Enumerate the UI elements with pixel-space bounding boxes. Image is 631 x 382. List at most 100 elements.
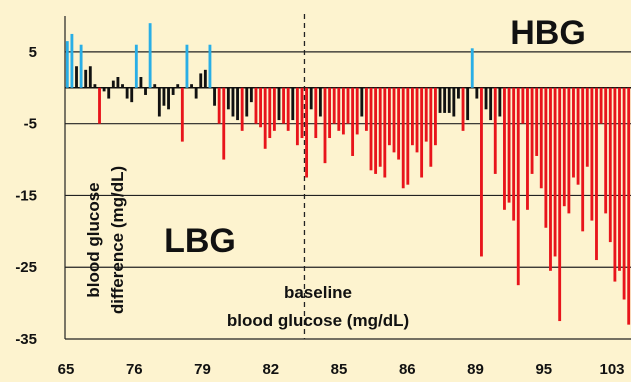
bar-54 — [314, 87, 318, 139]
bar-49 — [291, 87, 295, 121]
bar-17 — [144, 87, 147, 95]
bar-99 — [521, 87, 525, 124]
y-axis-label-line-1: blood glucose — [84, 182, 103, 297]
bar-31 — [208, 44, 212, 88]
bar-5 — [88, 66, 92, 88]
bar-15 — [134, 44, 138, 88]
bars — [65, 23, 631, 325]
bar-114 — [590, 87, 594, 221]
bar-63 — [355, 87, 359, 135]
bar-53 — [309, 87, 313, 110]
bar-110 — [572, 87, 575, 178]
y-tick-4: -35 — [15, 331, 37, 348]
bar-69 — [383, 87, 387, 178]
x-tick-8: 103 — [599, 361, 624, 378]
bar-55 — [318, 87, 322, 117]
bar-36 — [231, 87, 235, 117]
bar-91 — [484, 87, 488, 110]
bar-34 — [222, 87, 226, 160]
bar-107 — [558, 87, 562, 322]
bar-80 — [434, 87, 437, 146]
bar-100 — [526, 87, 529, 210]
bar-20 — [157, 87, 161, 117]
bar-58 — [332, 87, 336, 124]
y-tick-labels: 5 -5 -15 -25 -35 — [15, 44, 37, 348]
bar-26 — [185, 44, 189, 88]
bar-66 — [369, 87, 373, 171]
bar-4 — [84, 69, 88, 88]
bar-2 — [75, 66, 78, 88]
bar-59 — [337, 87, 341, 131]
bar-113 — [585, 87, 589, 167]
x-tick-0: 65 — [58, 361, 75, 378]
bar-52 — [305, 87, 309, 178]
x-tick-5: 86 — [399, 361, 416, 378]
bar-77 — [420, 87, 424, 178]
bar-48 — [286, 87, 290, 131]
bar-30 — [203, 69, 207, 88]
bar-9 — [107, 87, 111, 99]
bar-121 — [622, 87, 626, 300]
x-axis-label-line-1: baseline — [284, 283, 352, 302]
bar-40 — [249, 87, 253, 103]
bar-14 — [130, 87, 134, 103]
bar-97 — [512, 87, 516, 221]
bar-104 — [544, 87, 548, 228]
bar-82 — [443, 87, 447, 113]
bar-98 — [516, 87, 520, 286]
bar-86 — [461, 87, 465, 131]
bar-120 — [618, 87, 621, 271]
y-tick-0: 5 — [29, 44, 37, 61]
bar-1 — [70, 33, 74, 88]
bar-51 — [300, 87, 304, 139]
bar-0 — [65, 41, 69, 88]
bar-65 — [364, 87, 368, 131]
bar-32 — [213, 87, 216, 106]
bar-87 — [466, 87, 470, 121]
bar-75 — [411, 87, 414, 146]
bar-102 — [535, 87, 539, 156]
bar-16 — [139, 77, 143, 88]
bar-101 — [530, 87, 534, 174]
bar-117 — [604, 87, 608, 214]
bar-60 — [341, 87, 345, 135]
bar-7 — [98, 87, 101, 124]
x-tick-2: 79 — [194, 361, 211, 378]
bar-92 — [489, 87, 493, 121]
bar-12 — [121, 84, 124, 88]
bar-44 — [268, 87, 272, 139]
bar-25 — [180, 87, 184, 142]
y-tick-3: -25 — [15, 259, 37, 276]
bar-64 — [360, 87, 364, 117]
bar-71 — [392, 87, 396, 153]
bar-93 — [493, 87, 497, 174]
bar-109 — [567, 87, 571, 214]
bar-27 — [190, 84, 193, 88]
bar-18 — [148, 23, 152, 88]
bar-10 — [111, 80, 115, 88]
x-tick-1: 76 — [126, 361, 143, 378]
bar-72 — [397, 87, 401, 160]
bar-78 — [424, 87, 428, 142]
bar-115 — [595, 87, 598, 261]
bar-76 — [415, 87, 419, 153]
bar-81 — [438, 87, 442, 113]
bar-90 — [480, 87, 483, 257]
bar-45 — [272, 87, 276, 131]
bar-50 — [295, 87, 299, 146]
bar-103 — [539, 87, 543, 189]
bar-84 — [452, 87, 456, 117]
y-tick-1: -5 — [24, 116, 37, 133]
bar-106 — [553, 87, 557, 257]
bar-62 — [351, 87, 355, 156]
lbg-annotation: LBG — [164, 222, 236, 260]
bar-57 — [328, 87, 332, 139]
bar-56 — [323, 87, 327, 164]
bar-67 — [374, 87, 378, 174]
bar-70 — [387, 87, 391, 146]
x-tick-3: 82 — [262, 361, 279, 378]
bar-37 — [236, 87, 239, 121]
bar-11 — [116, 77, 120, 88]
